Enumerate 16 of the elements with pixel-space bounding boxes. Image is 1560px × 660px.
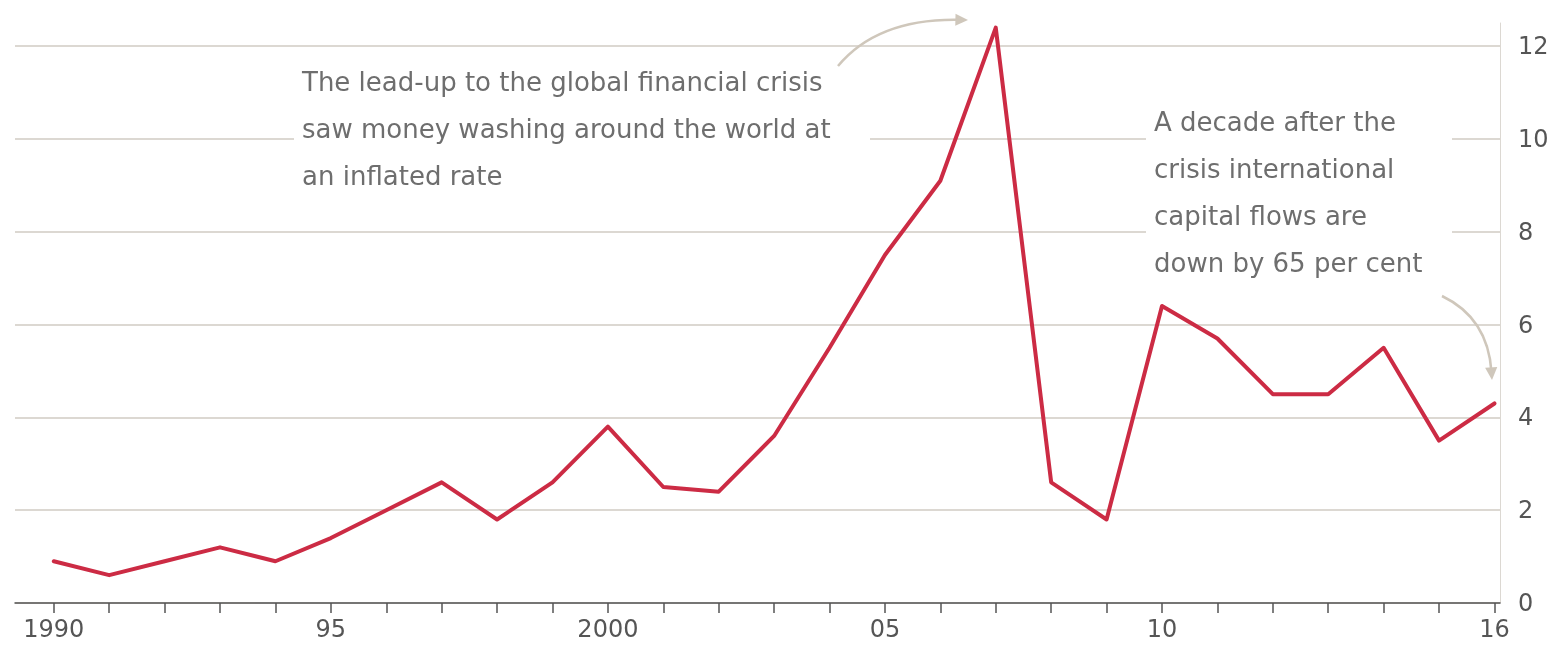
y-tick-label: 2 bbox=[1518, 496, 1534, 525]
x-tick-label: 05 bbox=[869, 615, 901, 643]
annotation: A decade after the crisis international capital flows are down by 65 per cent bbox=[1154, 106, 1423, 278]
x-tick-label: 95 bbox=[315, 615, 347, 643]
x-tick-label: 10 bbox=[1146, 615, 1178, 643]
line-series bbox=[51, 25, 1497, 578]
x-tick-label: 2000 bbox=[577, 615, 639, 643]
y-tick-label: 4 bbox=[1518, 403, 1534, 432]
y-tick-label: 10 bbox=[1518, 125, 1549, 153]
y-tick-label: 8 bbox=[1518, 217, 1534, 246]
y-tick-label: 12 bbox=[1518, 32, 1549, 61]
y-tick-label: 0 bbox=[1518, 589, 1534, 617]
annotation: The lead-up to the global financial crisis saw money washing around the world at an inflated rate bbox=[301, 66, 839, 191]
y-tick-label: 6 bbox=[1518, 310, 1534, 339]
x-tick-label: 1990 bbox=[23, 615, 85, 643]
x-tick-label: 16 bbox=[1479, 615, 1510, 643]
